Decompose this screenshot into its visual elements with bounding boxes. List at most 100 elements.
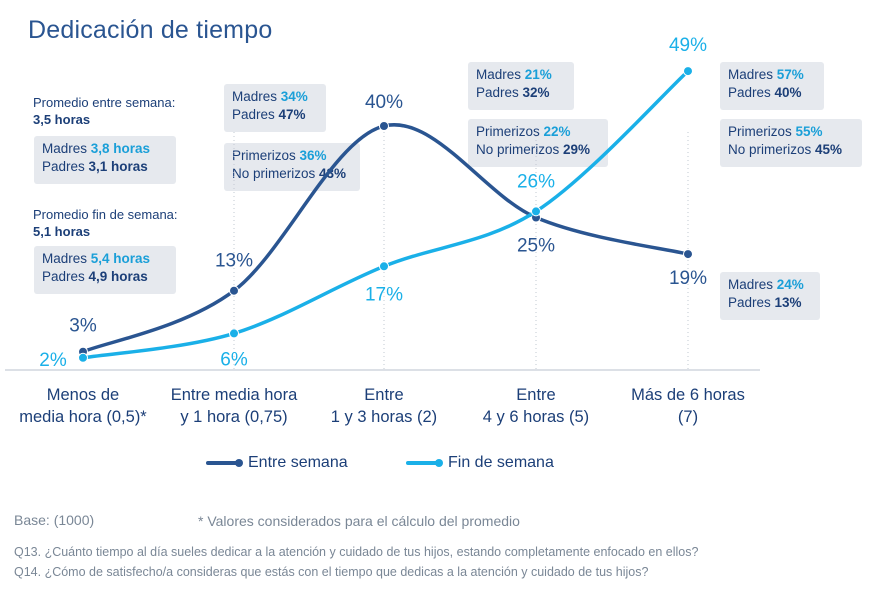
- x-tick-label: Entre: [364, 386, 403, 404]
- box-row-label: Padres: [42, 269, 89, 284]
- four-to-six-gender-box: Madres 21% Padres 32%: [468, 62, 574, 110]
- box-row: Madres 21%: [476, 66, 566, 84]
- box-row-label: Primerizos: [232, 148, 300, 163]
- chart-legend: Entre semana Fin de semana: [0, 454, 886, 478]
- box-row: Padres 32%: [476, 84, 566, 102]
- weekday-data-label: 19%: [669, 268, 707, 289]
- box-row-label: Madres: [42, 251, 91, 266]
- weekend-point: [531, 206, 541, 217]
- legend-item-weekday: Entre semana: [206, 454, 348, 472]
- over-six-gender-box: Madres 57% Padres 40%: [720, 62, 824, 110]
- box-row-label: No primerizos: [232, 166, 320, 181]
- box-row: Padres 40%: [728, 84, 816, 102]
- weekend-data-label: 17%: [365, 284, 403, 305]
- four-to-six-first-time-box: Primerizos 22% No primerizos 29%: [468, 119, 608, 167]
- box-row-value: 36%: [299, 148, 327, 163]
- box-row-label: Primerizos: [476, 124, 544, 139]
- box-row: Padres 47%: [232, 106, 318, 124]
- x-tick-label: (7): [678, 408, 698, 426]
- box-row-label: Padres: [476, 85, 523, 100]
- half-to-one-first-time-box: Primerizos 36% No primerizos 43%: [224, 143, 360, 191]
- line-chart: 3% 13% 40% 25% 19% 2% 6% 17% 26% 49% Menos de media…: [5, 35, 760, 426]
- weekday-point: [683, 249, 693, 260]
- box-row: Madres 24%: [728, 276, 812, 294]
- box-row-label: Padres: [728, 85, 775, 100]
- box-row-label: Madres: [728, 277, 777, 292]
- box-row-value: 45%: [815, 142, 843, 157]
- average-footnote: * Valores considerados para el cálculo d…: [198, 513, 520, 529]
- box-row-label: No primerizos: [728, 142, 816, 157]
- box-row-value: 4,9 horas: [88, 269, 148, 284]
- legend-label-weekday: Entre semana: [248, 454, 348, 471]
- box-row-value: 29%: [563, 142, 591, 157]
- weekend-data-label: 26%: [517, 171, 555, 192]
- weekday-average-value: 3,5 horas: [33, 112, 91, 127]
- x-tick-label: Menos de: [47, 386, 119, 404]
- weekend-point: [683, 66, 693, 77]
- half-to-one-gender-box: Madres 34% Padres 47%: [224, 84, 326, 132]
- weekday-data-label: 3%: [69, 316, 97, 337]
- box-row-value: 13%: [774, 295, 802, 310]
- weekday-average: Promedio entre semana: 3,5 horas: [33, 94, 175, 128]
- box-row: Madres 57%: [728, 66, 816, 84]
- weekday-data-label: 40%: [365, 92, 403, 113]
- box-row-value: 3,1 horas: [88, 159, 148, 174]
- x-tick-label: Entre: [516, 386, 555, 404]
- box-row-label: Padres: [728, 295, 775, 310]
- weekend-point: [379, 261, 389, 272]
- box-row-label: Madres: [476, 67, 525, 82]
- base-note: Base: (1000): [14, 512, 95, 528]
- weekend-series-line: [81, 69, 690, 360]
- box-row: Madres 34%: [232, 88, 318, 106]
- box-row-value: 21%: [524, 67, 552, 82]
- legend-item-weekend: Fin de semana: [406, 454, 554, 472]
- box-row: No primerizos 45%: [728, 141, 854, 159]
- box-row-value: 55%: [795, 124, 823, 139]
- weekend-gender-box: Madres 5,4 horas Padres 4,9 horas: [34, 246, 176, 294]
- weekday-point: [379, 121, 389, 131]
- box-row: No primerizos 29%: [476, 141, 600, 159]
- box-row: Madres 3,8 horas: [42, 140, 168, 158]
- box-row: Primerizos 22%: [476, 123, 600, 141]
- box-row-label: Madres: [728, 67, 777, 82]
- x-tick-label: Más de 6 horas: [631, 386, 745, 404]
- weekday-data-label: 13%: [215, 251, 253, 272]
- weekend-average-value: 5,1 horas: [33, 224, 91, 239]
- weekend-average: Promedio fin de semana: 5,1 horas: [33, 206, 178, 240]
- box-row-value: 40%: [774, 85, 802, 100]
- weekend-data-label: 49%: [669, 35, 707, 56]
- x-tick-label: 4 y 6 horas (5): [483, 408, 589, 426]
- question-q14: Q14. ¿Cómo de satisfecho/a consideras qu…: [14, 565, 649, 579]
- box-row-value: 5,4 horas: [90, 251, 151, 266]
- weekend-point: [229, 328, 239, 339]
- legend-swatch-weekday: [206, 459, 243, 467]
- box-row: Madres 5,4 horas: [42, 250, 168, 268]
- box-row-label: Primerizos: [728, 124, 796, 139]
- box-row-label: Padres: [232, 107, 279, 122]
- x-tick-label: media hora (0,5)*: [19, 408, 147, 426]
- box-row-label: Padres: [42, 159, 89, 174]
- weekday-gender-box: Madres 3,8 horas Padres 3,1 horas: [34, 136, 176, 184]
- box-row-value: 57%: [776, 67, 804, 82]
- weekday-point: [229, 285, 239, 296]
- box-row: Padres 13%: [728, 294, 812, 312]
- box-row: Padres 4,9 horas: [42, 268, 168, 286]
- box-row-value: 3,8 horas: [90, 141, 151, 156]
- box-row: Primerizos 55%: [728, 123, 854, 141]
- box-row-value: 24%: [776, 277, 804, 292]
- over-six-weekday-gender-box: Madres 24% Padres 13%: [720, 272, 820, 320]
- box-row: Primerizos 36%: [232, 147, 352, 165]
- box-row-value: 34%: [280, 89, 308, 104]
- box-row-value: 47%: [278, 107, 306, 122]
- box-row-label: Madres: [232, 89, 281, 104]
- weekend-data-label: 6%: [220, 349, 248, 370]
- weekend-point: [78, 352, 88, 363]
- box-row-value: 22%: [543, 124, 571, 139]
- legend-swatch-weekend: [406, 459, 443, 467]
- weekend-data-label: 2%: [39, 350, 67, 371]
- page-title: Dedicación de tiempo: [28, 16, 273, 44]
- x-tick-label: 1 y 3 horas (2): [331, 408, 437, 426]
- x-tick-label: Entre media hora: [171, 386, 298, 404]
- weekday-average-label: Promedio entre semana:: [33, 95, 176, 110]
- over-six-first-time-box: Primerizos 55% No primerizos 45%: [720, 119, 862, 167]
